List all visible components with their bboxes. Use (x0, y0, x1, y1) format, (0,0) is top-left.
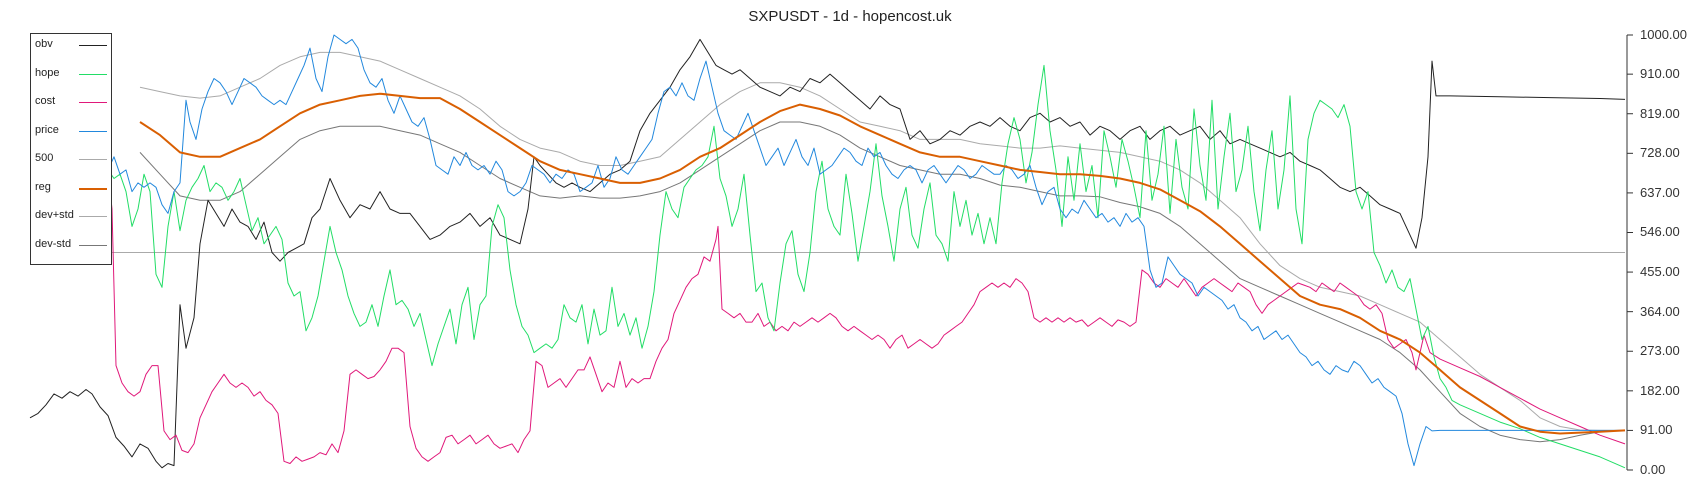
legend-swatch (79, 244, 107, 246)
legend-label: dev-std (35, 237, 72, 250)
y-tick-label: 819.00 (1640, 105, 1680, 121)
legend-item-reg: reg (35, 181, 109, 195)
series-cost (107, 169, 1626, 464)
y-tick-label: 364.00 (1640, 303, 1680, 319)
y-tick-label: 0.00 (1640, 462, 1666, 477)
legend-swatch (79, 187, 107, 190)
legend: obv hope cost price 500 reg dev+std dev-std (30, 33, 112, 265)
legend-item-dev-std: dev+std (35, 209, 109, 223)
y-tick-label: 91.00 (1640, 422, 1673, 438)
y-tick-label: 728.00 (1640, 145, 1680, 161)
legend-swatch (79, 216, 107, 217)
legend-item-hope: hope (35, 67, 109, 81)
chart-title: SXPUSDT - 1d - hopencost.uk (748, 8, 952, 25)
legend-item-obv: obv (35, 38, 109, 52)
series-price (107, 34, 1625, 467)
legend-label: hope (35, 66, 60, 79)
y-tick-label: 637.00 (1640, 184, 1680, 200)
y-tick-label: 182.00 (1640, 382, 1680, 398)
legend-label: dev+std (35, 209, 74, 221)
y-tick-label: 455.00 (1640, 264, 1680, 280)
legend-swatch (79, 73, 107, 75)
series-obv (29, 38, 1626, 469)
legend-swatch (79, 45, 107, 46)
legend-item-cost: cost (35, 95, 109, 109)
legend-swatch (79, 130, 107, 132)
series-dev-std (139, 121, 1626, 443)
y-tick-label: 273.00 (1640, 343, 1680, 359)
y-tick-label: 546.00 (1640, 224, 1680, 240)
legend-item-dev-std: dev-std (35, 238, 109, 252)
series-dev-std (139, 51, 1625, 431)
legend-item-500: 500 (35, 152, 109, 166)
series-reg (139, 92, 1626, 435)
legend-swatch (79, 102, 107, 103)
y-tick-label: 910.00 (1640, 66, 1680, 82)
series-hope (107, 64, 1626, 469)
legend-item-price: price (35, 124, 109, 138)
legend-label: obv (35, 38, 53, 50)
y-tick-label: 1000.00 (1640, 27, 1687, 42)
legend-label: 500 (35, 152, 54, 164)
legend-label: reg (35, 180, 51, 193)
legend-swatch (79, 159, 107, 160)
legend-label: price (35, 123, 59, 136)
legend-label: cost (35, 95, 56, 107)
